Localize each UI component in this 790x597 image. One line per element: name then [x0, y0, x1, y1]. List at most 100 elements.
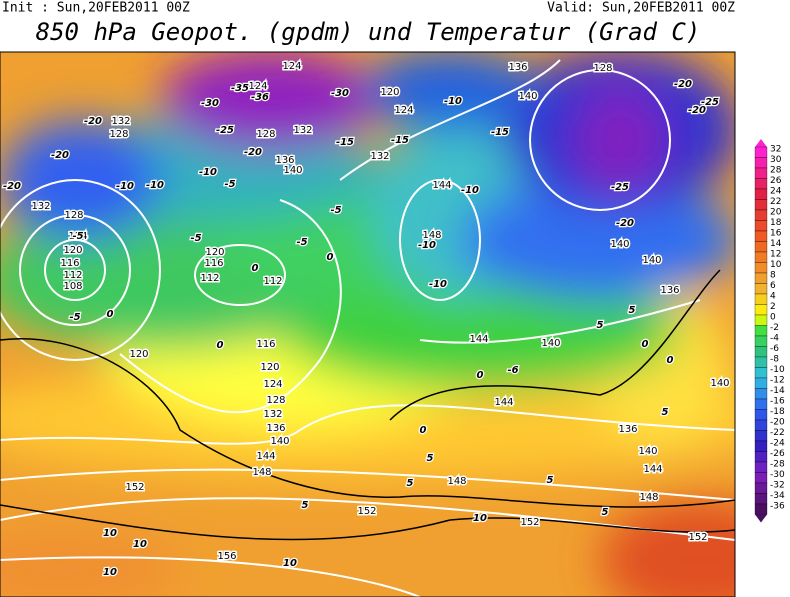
colorbar-swatch [754, 283, 768, 295]
temperature-label: -10 [199, 167, 217, 178]
temperature-label: -10 [116, 181, 134, 192]
colorbar-swatch [754, 356, 768, 368]
geopotential-label: 140 [518, 91, 537, 102]
colorbar-swatch [754, 251, 768, 263]
colorbar-label: 20 [770, 208, 782, 218]
temperature-label: -25 [701, 97, 719, 108]
geopotential-label: 152 [357, 506, 376, 517]
colorbar-cap [755, 514, 767, 523]
geopotential-label: 140 [541, 338, 560, 349]
geopotential-label: 136 [618, 424, 637, 435]
colorbar-swatch [754, 398, 768, 410]
geopotential-label: 116 [204, 258, 223, 269]
geopotential-label: 124 [394, 105, 413, 116]
temperature-label: -5 [69, 312, 80, 323]
geopotential-label: 152 [125, 482, 144, 493]
geopotential-label: 120 [129, 349, 148, 360]
temperature-label: -25 [611, 182, 629, 193]
colorbar-swatch [754, 199, 768, 211]
colorbar-label: 16 [770, 229, 782, 239]
temperature-label: 10 [103, 567, 117, 578]
colorbar-swatch [754, 325, 768, 337]
colorbar-label: -6 [770, 344, 779, 354]
geopotential-label: 152 [520, 517, 539, 528]
geopotential-label: 128 [64, 210, 83, 221]
geopotential-label: 124 [263, 379, 282, 390]
temperature-label: 10 [473, 513, 487, 524]
colorbar-swatch [754, 272, 768, 284]
map-area [0, 52, 735, 597]
colorbar-swatch [754, 209, 768, 221]
geopotential-label: 144 [256, 451, 275, 462]
colorbar-label: 2 [770, 302, 776, 312]
colorbar-label: -30 [770, 470, 785, 480]
geopotential-label: 120 [380, 87, 399, 98]
colorbar-label: -34 [770, 491, 785, 501]
temperature-label: -25 [216, 125, 234, 136]
geopotential-label: 136 [266, 423, 285, 434]
colorbar-swatch [754, 430, 768, 442]
init-time: Init : Sun,20FEB2011 00Z [2, 1, 190, 16]
colorbar-swatch [754, 241, 768, 253]
temperature-label: 5 [547, 475, 554, 486]
colorbar-label: 24 [770, 187, 782, 197]
temperature-label: 5 [597, 320, 604, 331]
colorbar-label: 10 [770, 260, 782, 270]
geopotential-label: 124 [68, 231, 87, 242]
temperature-label: -5 [296, 237, 307, 248]
valid-time: Valid: Sun,20FEB2011 00Z [547, 1, 735, 16]
temperature-label: 10 [283, 558, 297, 569]
temperature-label: -5 [190, 233, 201, 244]
temperature-label: 5 [629, 305, 636, 316]
geopotential-label: 132 [293, 125, 312, 136]
geopotential-label: 144 [643, 464, 662, 475]
colorbar-label: -36 [770, 502, 785, 512]
geopotential-label: 128 [266, 395, 285, 406]
colorbar-swatch [754, 440, 768, 452]
geopotential-label: 128 [256, 129, 275, 140]
geopotential-label: 108 [63, 281, 82, 292]
colorbar-swatch [754, 451, 768, 463]
colorbar-label: -26 [770, 449, 785, 459]
temperature-label: -20 [84, 116, 102, 127]
colorbar-swatch [754, 146, 768, 158]
temperature-label: -20 [616, 218, 634, 229]
colorbar-swatch [754, 178, 768, 190]
temperature-label: 5 [407, 478, 414, 489]
temperature-label: -5 [224, 179, 235, 190]
geopotential-label: 140 [270, 436, 289, 447]
temperature-label: -6 [507, 365, 518, 376]
colorbar-swatch [754, 482, 768, 494]
temperature-label: -35 [231, 83, 249, 94]
geopotential-label: 124 [282, 61, 301, 72]
temperature-label: -30 [331, 88, 349, 99]
temperature-label: -36 [251, 92, 269, 103]
geopotential-label: 144 [469, 334, 488, 345]
colorbar-swatch [754, 188, 768, 200]
temperature-label: -15 [491, 127, 509, 138]
colorbar-label: 26 [770, 176, 782, 186]
temperature-label: -20 [244, 147, 262, 158]
geopotential-label: 144 [494, 397, 513, 408]
colorbar-label: 32 [770, 145, 781, 155]
temperature-label: 5 [602, 507, 609, 518]
colorbar-label: 18 [770, 218, 782, 228]
geopotential-label: 140 [642, 255, 661, 266]
colorbar-label: 4 [770, 292, 776, 302]
colorbar-label: 14 [770, 239, 782, 249]
geopotential-label: 128 [109, 129, 128, 140]
geopotential-label: 148 [252, 467, 271, 478]
geopotential-label: 112 [263, 276, 282, 287]
geopotential-label: 140 [610, 239, 629, 250]
colorbar-cap [755, 139, 767, 147]
colorbar-label: 28 [770, 166, 782, 176]
geopotential-label: 148 [639, 492, 658, 503]
colorbar-label: 30 [770, 155, 782, 165]
temperature-label: -10 [146, 180, 164, 191]
colorbar-swatch [754, 377, 768, 389]
geopotential-label: 136 [660, 285, 679, 296]
colorbar-swatch [754, 503, 768, 515]
colorbar-swatch [754, 304, 768, 316]
